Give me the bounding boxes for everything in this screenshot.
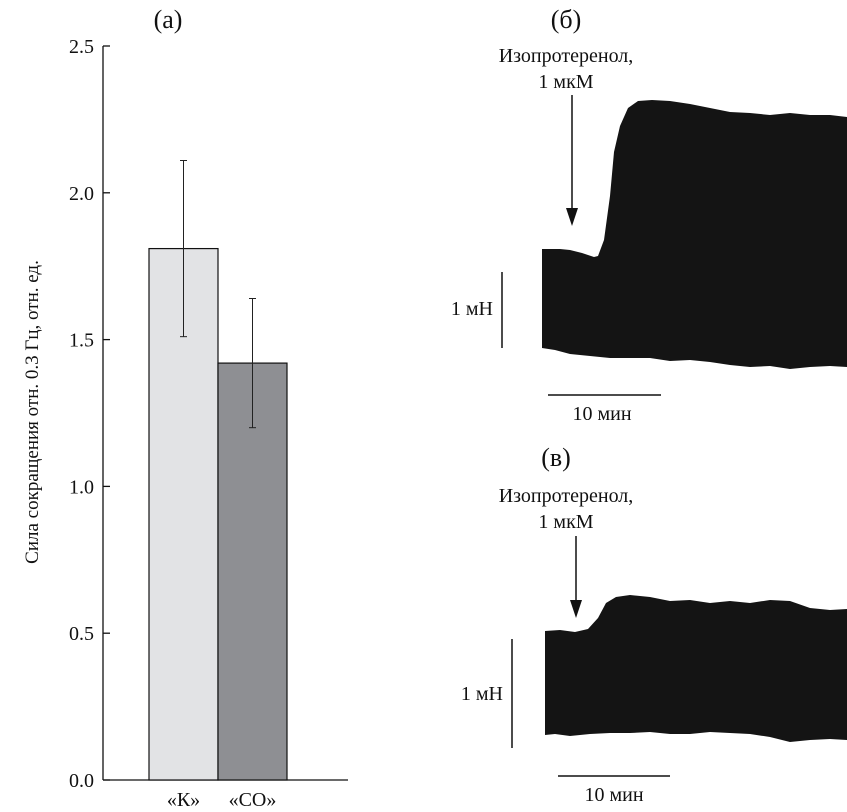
- y-tick-label: 1.0: [69, 476, 94, 498]
- panel-c-annotation-line2: 1 мкМ: [538, 511, 593, 533]
- panel-c-trace: [545, 595, 847, 742]
- panel-b-trace: [542, 100, 847, 369]
- y-tick-label: 0.0: [69, 770, 94, 792]
- panel-a: (а) Сила сокращения отн. 0.3 Гц, отн. ед…: [22, 5, 348, 811]
- panel-b-annotation-line1: Изопротеренол,: [499, 45, 634, 67]
- x-tick-labels: «К» «СО»: [167, 789, 277, 811]
- panel-c-arrow: [570, 536, 582, 618]
- panel-b-arrow: [566, 95, 578, 226]
- y-axis-title: Сила сокращения отн. 0.3 Гц, отн. ед.: [22, 260, 43, 564]
- x-tick-label: «СО»: [229, 789, 277, 811]
- bars: [148, 160, 288, 781]
- y-ticks: 0.0 0.5 1.0 1.5 2.0 2.5: [69, 36, 110, 792]
- panel-b-annotation-line2: 1 мкМ: [538, 71, 593, 93]
- panel-c-force-scale-label: 1 мН: [461, 683, 503, 705]
- panel-c-label: (в): [541, 443, 571, 472]
- panel-c: (в) Изопротеренол, 1 мкМ 1 мН 10 мин: [461, 443, 847, 806]
- bar: [217, 362, 288, 781]
- y-tick-label: 2.5: [69, 36, 94, 58]
- y-tick-label: 2.0: [69, 183, 94, 205]
- y-tick-label: 1.5: [69, 330, 94, 352]
- y-tick-label: 0.5: [69, 623, 94, 645]
- panel-c-time-scale-label: 10 мин: [584, 784, 643, 806]
- panel-b-time-scale-label: 10 мин: [572, 403, 631, 425]
- panel-c-annotation-line1: Изопротеренол,: [499, 485, 634, 507]
- x-tick-label: «К»: [167, 789, 200, 811]
- panel-a-label: (а): [154, 5, 183, 34]
- panel-b-force-scale-label: 1 мН: [451, 298, 493, 320]
- panel-b: (б) Изопротеренол, 1 мкМ 1 мН 10 мин: [451, 5, 847, 425]
- panel-b-label: (б): [551, 5, 582, 34]
